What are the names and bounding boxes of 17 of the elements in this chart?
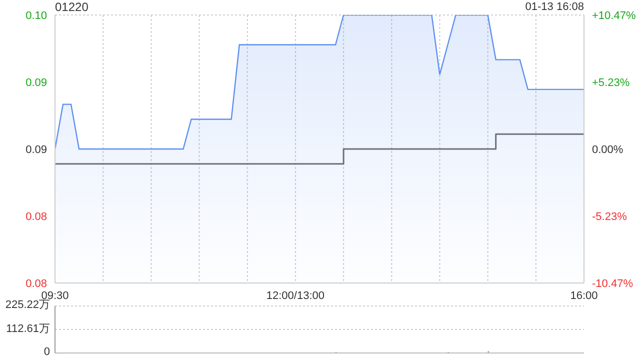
y-tick-label: 0.08 bbox=[26, 278, 47, 290]
y-tick-label: 0.09 bbox=[26, 144, 47, 156]
y2-tick-label: -10.47% bbox=[592, 278, 634, 290]
chart-title: 01220 bbox=[55, 0, 88, 14]
y-tick-label: 0.10 bbox=[26, 10, 47, 22]
y2-tick-label: 0.00% bbox=[592, 144, 624, 156]
y2-tick-label: +5.23% bbox=[592, 77, 630, 90]
y2-tick-label: -5.23% bbox=[592, 210, 628, 223]
y-tick-label: 0.09 bbox=[26, 77, 47, 89]
y-tick-label: 112.61万 bbox=[6, 322, 50, 336]
x-tick-label: 16:00 bbox=[570, 290, 598, 302]
text: 01-13 16:08 bbox=[525, 1, 584, 13]
y-tick-label: 0.08 bbox=[26, 211, 47, 223]
y2-tick-label: +10.47% bbox=[592, 10, 636, 22]
x-tick-label: 12:00/13:00 bbox=[266, 290, 325, 302]
y-tick-label: 0 bbox=[44, 346, 50, 359]
y-tick-label: 225.22万 bbox=[5, 299, 50, 312]
